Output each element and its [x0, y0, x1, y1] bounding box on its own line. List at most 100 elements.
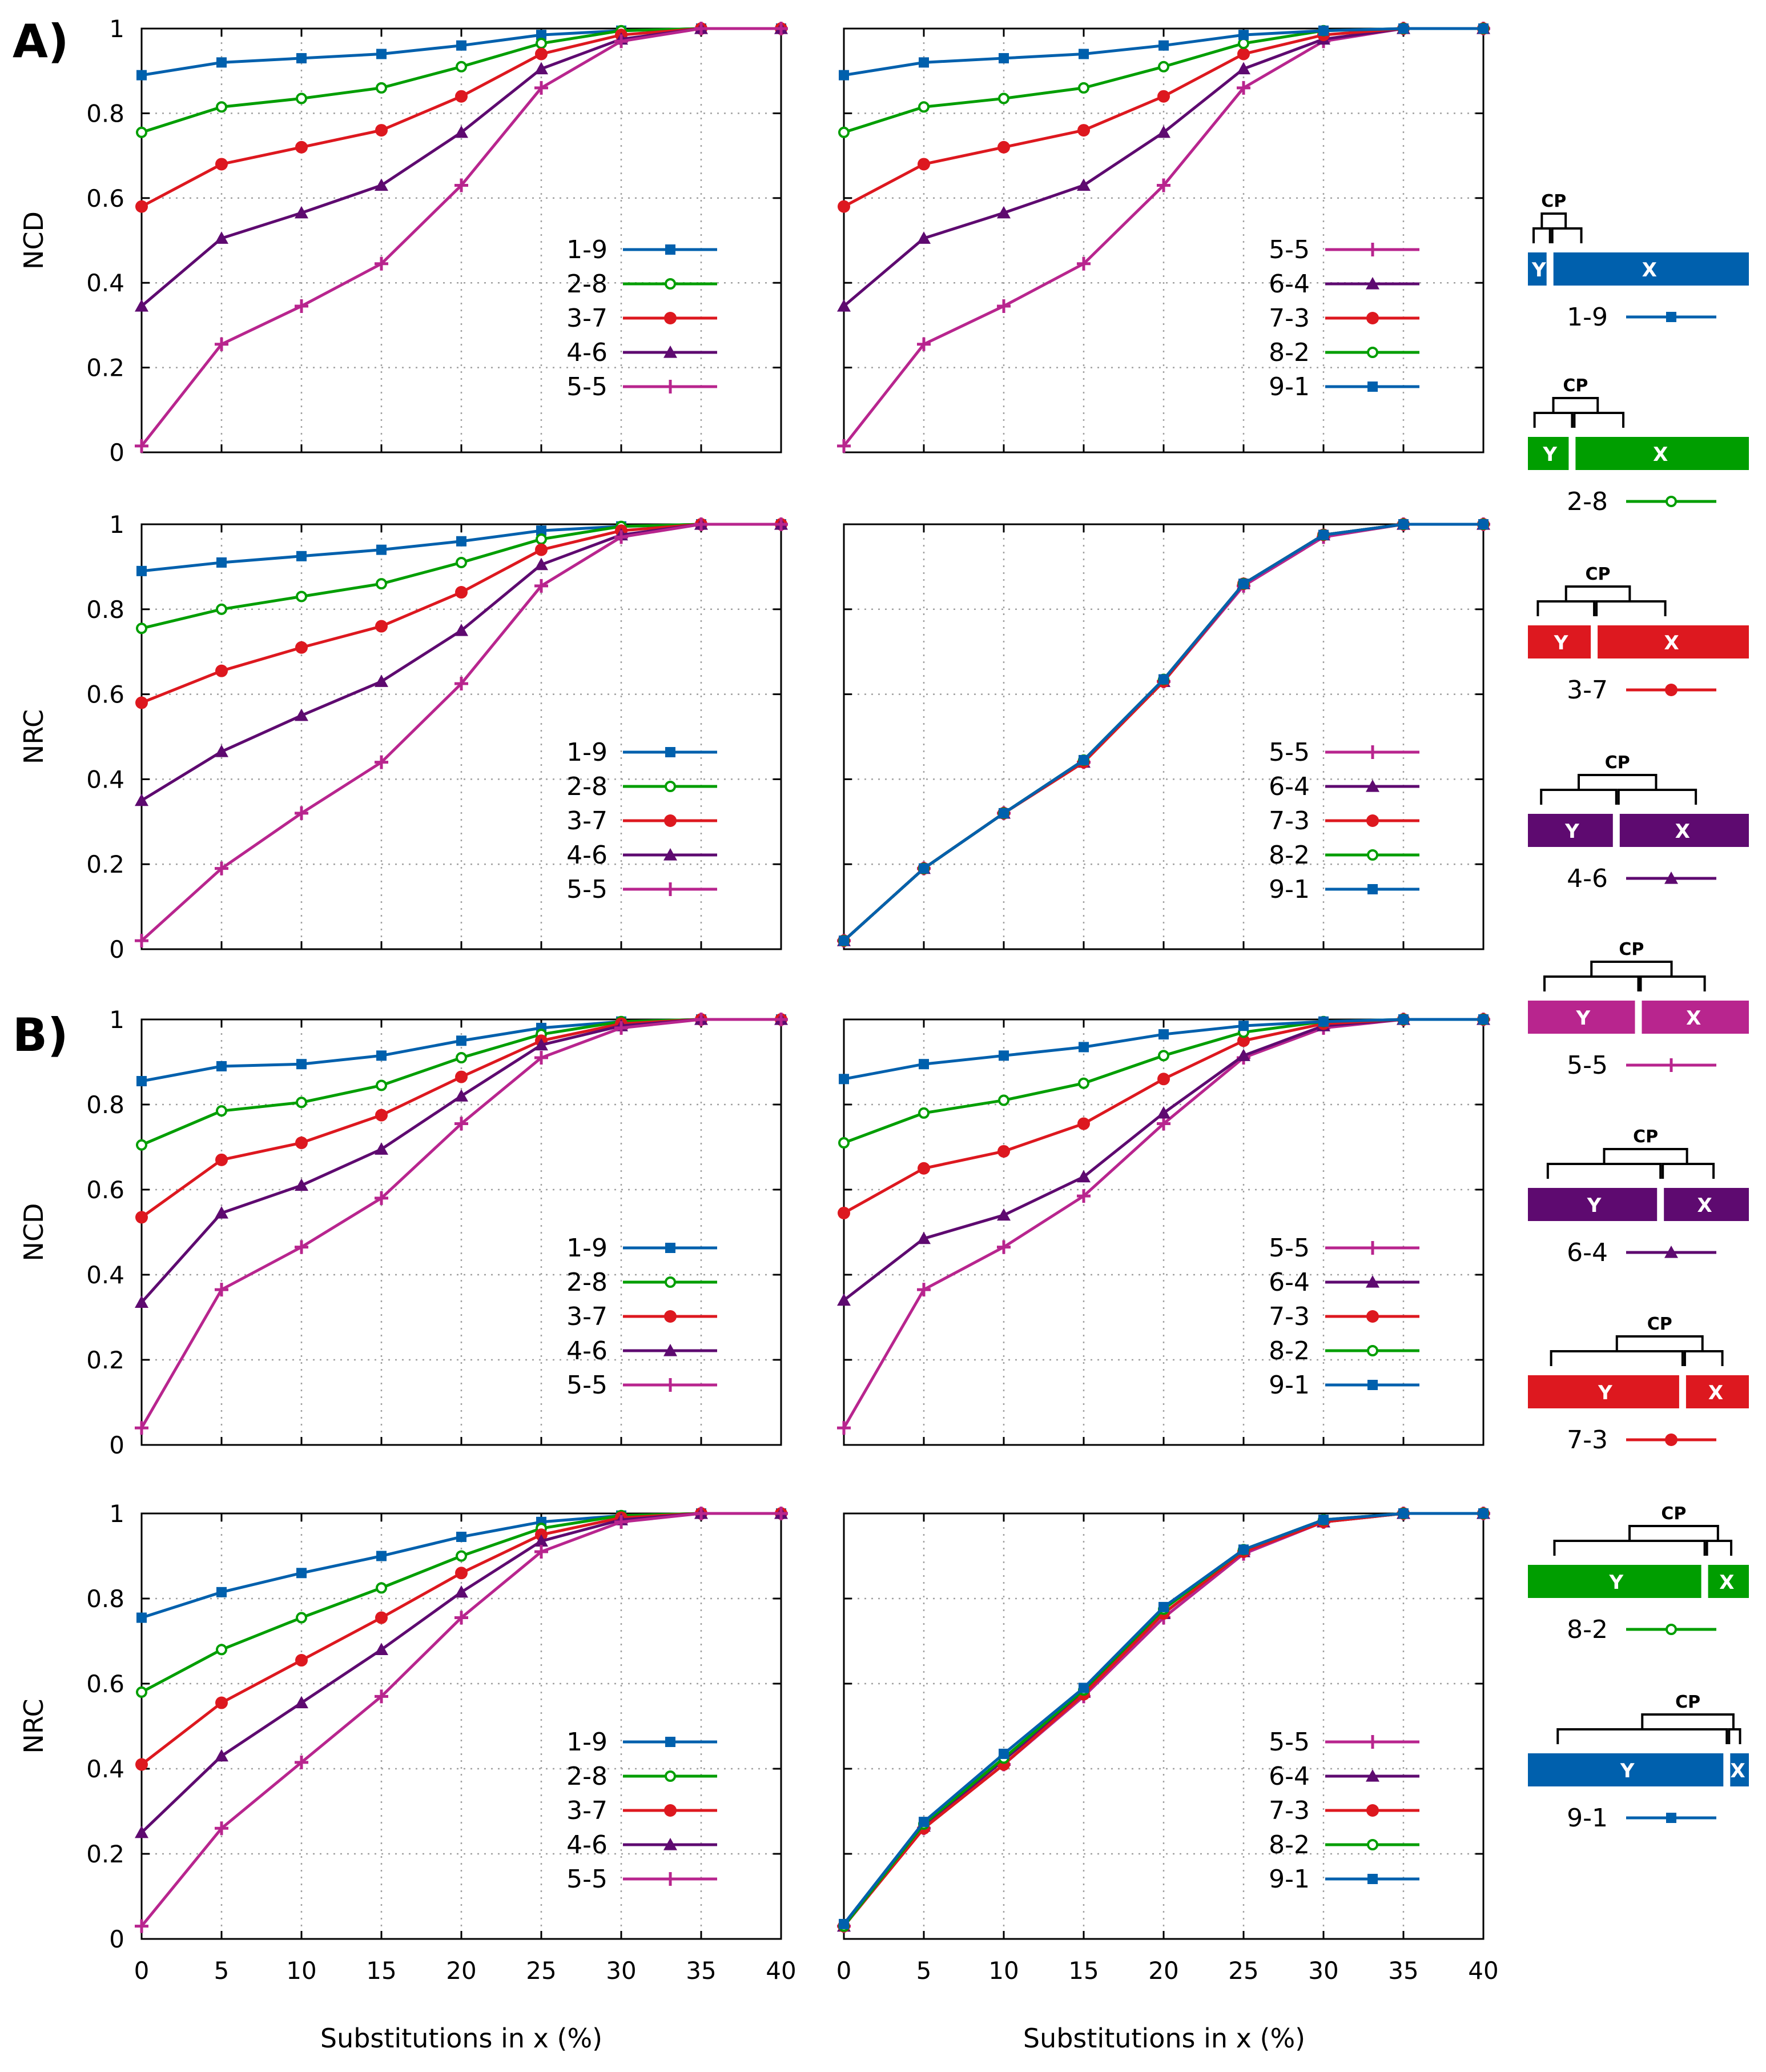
key-bracket-top	[1628, 1525, 1719, 1541]
data-point-9-1	[1079, 1683, 1089, 1693]
grid-lines	[142, 524, 781, 949]
y-tick-label: 0	[109, 935, 124, 963]
data-point-3-7	[135, 1758, 148, 1771]
data-point-5-5	[295, 1240, 308, 1254]
legend-marker-8-2	[1367, 347, 1378, 358]
series-group	[837, 1507, 1490, 1933]
data-point-8-2	[918, 1107, 930, 1119]
key-x-label: X	[1708, 1382, 1723, 1404]
legend-label-5-5: 5-5	[566, 1371, 608, 1400]
section-labels: A) B)	[13, 15, 69, 1062]
key-y-block	[1528, 625, 1591, 658]
data-point-2-8	[536, 533, 547, 545]
series-group	[135, 22, 788, 453]
data-point-3-7	[295, 1654, 308, 1667]
data-point-2-8	[136, 126, 147, 138]
legend: 1-9 2-8 3-7 4-6 5-5	[566, 738, 717, 904]
grid-lines	[142, 1019, 781, 1445]
series-9-1	[839, 1014, 1489, 1085]
key-bracket-top	[1641, 1713, 1735, 1729]
key-y-label: Y	[1542, 443, 1557, 466]
chart-panel-B-NCD-right: 5-5 6-4 7-3 8-2 9-1	[837, 1013, 1490, 1446]
data-point-5-5	[534, 1545, 548, 1559]
data-point-1-9	[136, 1612, 147, 1623]
data-point-1-9	[296, 1568, 307, 1579]
data-point-5-5	[1237, 81, 1250, 95]
legend-marker-5-5	[1366, 243, 1379, 256]
data-point-9-1	[999, 808, 1009, 818]
y-tick-label: 1	[109, 511, 124, 539]
data-point-9-1	[1158, 1601, 1169, 1612]
key-legend-marker	[1664, 1058, 1678, 1072]
legend-label-6-4: 6-4	[1269, 1268, 1310, 1297]
legend: 1-9 2-8 3-7 4-6 5-5	[566, 235, 717, 401]
series-1-9	[136, 1508, 786, 1623]
data-point-9-1	[839, 70, 849, 81]
data-point-6-4	[837, 299, 851, 312]
x-tick-label: 20	[1148, 1957, 1178, 1985]
data-point-1-9	[456, 536, 466, 547]
x-tick-label: 5	[916, 1957, 932, 1985]
key-x-block	[1664, 1188, 1749, 1221]
data-point-8-2	[1158, 1050, 1169, 1062]
y-tick-labels: 0 0.2 0.4 0.6 0.8 1	[86, 1500, 124, 1953]
data-point-4-6	[454, 624, 468, 636]
legend-label-2-8: 2-8	[566, 1268, 608, 1297]
key-bracket-top	[1564, 585, 1631, 601]
data-point-5-5	[135, 439, 148, 453]
key-bracket	[1556, 1713, 1741, 1744]
data-point-4-6	[375, 674, 388, 687]
key-x-label: X	[1731, 1760, 1745, 1782]
y-tick-label: 0.6	[86, 1176, 124, 1204]
legend-label-9-1: 9-1	[1269, 1371, 1310, 1400]
legend-label-4-6: 4-6	[566, 1336, 608, 1366]
data-point-4-6	[295, 1178, 308, 1191]
y-tick-label: 0.8	[86, 1091, 124, 1119]
x-tick-label: 0	[134, 1957, 150, 1985]
data-point-7-3	[1157, 90, 1170, 103]
data-point-4-6	[454, 125, 468, 138]
series-group	[135, 517, 788, 948]
key-name-2-8: 2-8	[1567, 487, 1608, 516]
legend-marker-3-7	[664, 814, 677, 827]
data-point-3-7	[455, 90, 468, 103]
legend-label-4-6: 4-6	[566, 338, 608, 367]
x-axis-label-right: Substitutions in x (%)	[1023, 2023, 1305, 2054]
data-point-6-4	[917, 231, 931, 244]
legend-marker-6-4	[1366, 277, 1379, 290]
y-tick-label: 0	[109, 1925, 124, 1953]
legend-marker-5-5	[1366, 1241, 1379, 1255]
y-tick-label: 0.8	[86, 596, 124, 624]
data-point-3-7	[215, 158, 228, 171]
key-bracket-right	[1639, 975, 1706, 991]
legend-marker-1-9	[665, 747, 675, 757]
data-point-4-6	[375, 1643, 388, 1655]
data-point-4-6	[215, 1749, 228, 1762]
x-axis-label-left: Substitutions in x (%)	[320, 2023, 602, 2054]
legend-label-9-1: 9-1	[1269, 372, 1310, 401]
x-tick-label: 5	[214, 1957, 230, 1985]
key-x-block	[1553, 252, 1749, 286]
data-point-1-9	[456, 1035, 466, 1046]
data-point-4-6	[215, 745, 228, 757]
key-bracket-right	[1683, 1350, 1724, 1366]
key-diagram-1-9: Y X CP 1-9	[1528, 191, 1749, 332]
data-point-4-6	[534, 62, 548, 75]
data-point-3-7	[135, 696, 148, 709]
grid-lines	[844, 524, 1483, 949]
data-point-2-8	[216, 603, 227, 615]
data-point-4-6	[454, 1585, 468, 1598]
data-point-5-5	[614, 530, 628, 544]
key-bracket-left	[1543, 975, 1640, 991]
data-point-8-2	[838, 1137, 850, 1149]
data-point-5-5	[694, 1013, 708, 1026]
data-point-2-8	[376, 82, 387, 94]
key-bracket-left	[1553, 1540, 1706, 1556]
legend-marker-7-3	[1366, 312, 1379, 324]
key-bracket	[1550, 1335, 1724, 1366]
data-point-3-7	[215, 1153, 228, 1166]
legend-marker-7-3	[1366, 814, 1379, 827]
data-point-5-5	[774, 1507, 788, 1520]
key-legend-marker	[1665, 684, 1678, 696]
